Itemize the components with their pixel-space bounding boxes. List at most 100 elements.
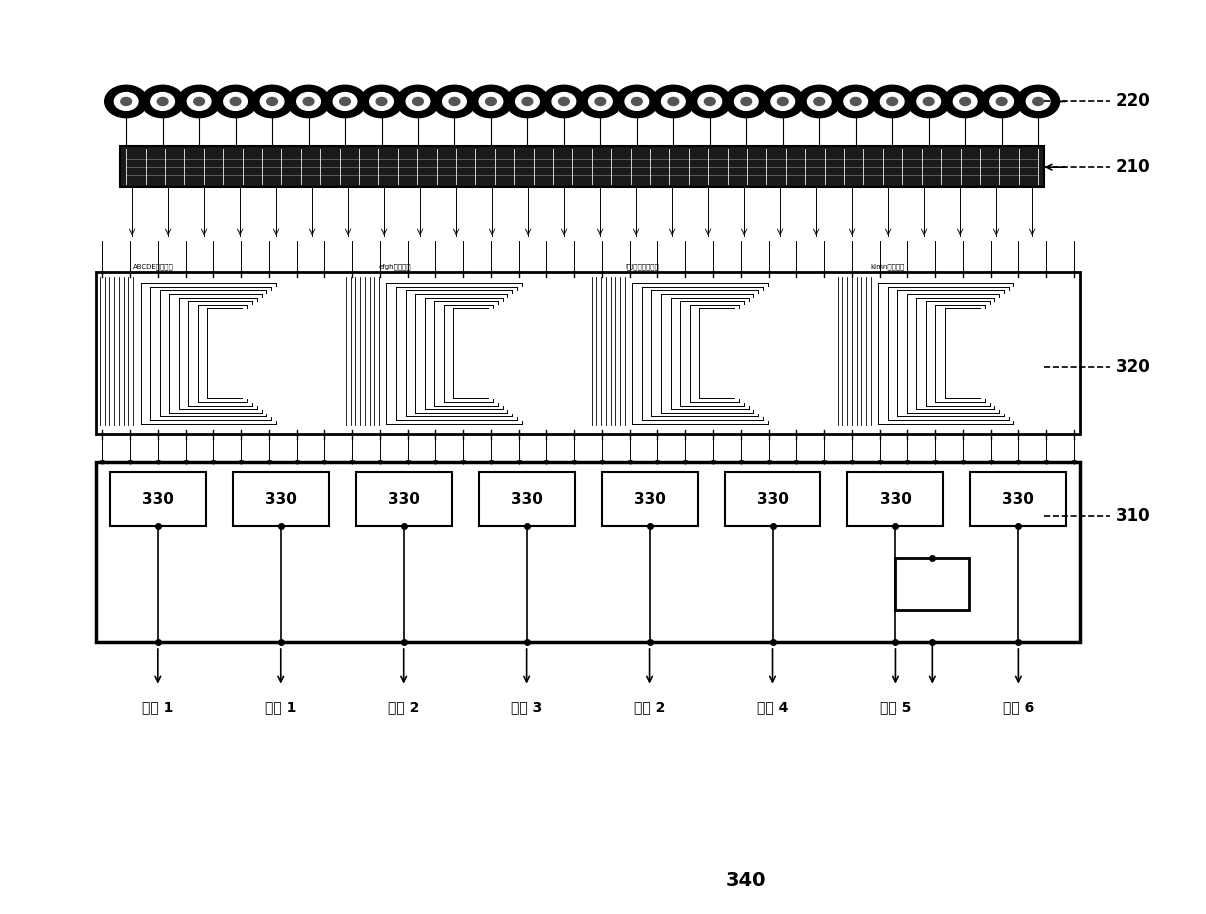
- Text: 接收 2: 接收 2: [388, 700, 420, 714]
- Circle shape: [1017, 85, 1060, 118]
- Circle shape: [333, 92, 357, 111]
- Circle shape: [323, 85, 367, 118]
- Circle shape: [287, 85, 330, 118]
- Circle shape: [954, 92, 977, 111]
- Text: 330: 330: [756, 492, 789, 506]
- Circle shape: [924, 98, 935, 105]
- Circle shape: [151, 92, 175, 111]
- Circle shape: [886, 98, 897, 105]
- Circle shape: [835, 85, 877, 118]
- Bar: [971, 473, 1066, 526]
- Bar: [110, 473, 206, 526]
- Circle shape: [303, 98, 314, 105]
- Circle shape: [771, 92, 795, 111]
- Bar: [479, 473, 574, 526]
- Circle shape: [734, 92, 759, 111]
- Circle shape: [121, 98, 131, 105]
- Text: 接收 1: 接收 1: [265, 700, 297, 714]
- Text: 330: 330: [1002, 492, 1035, 506]
- Bar: [725, 473, 820, 526]
- Circle shape: [808, 92, 831, 111]
- Circle shape: [778, 98, 789, 105]
- Circle shape: [698, 92, 721, 111]
- Circle shape: [297, 92, 321, 111]
- Text: 发送 2: 发送 2: [634, 700, 666, 714]
- Bar: [895, 558, 970, 610]
- Bar: [121, 146, 1044, 187]
- Circle shape: [990, 92, 1013, 111]
- Circle shape: [1026, 92, 1050, 111]
- Text: efgh接收线圈: efgh接收线圈: [379, 263, 411, 270]
- Circle shape: [187, 92, 211, 111]
- Circle shape: [615, 85, 658, 118]
- Circle shape: [157, 98, 168, 105]
- Text: klmn接收线圈: klmn接收线圈: [871, 263, 906, 270]
- Bar: [848, 473, 943, 526]
- Circle shape: [412, 98, 423, 105]
- Circle shape: [469, 85, 513, 118]
- Circle shape: [177, 85, 221, 118]
- Text: 接收 5: 接收 5: [879, 700, 911, 714]
- Circle shape: [652, 85, 695, 118]
- Circle shape: [917, 92, 941, 111]
- Circle shape: [552, 92, 575, 111]
- Circle shape: [844, 92, 867, 111]
- Text: 330: 330: [510, 492, 543, 506]
- Text: I、J发射接收线圈: I、J发射接收线圈: [625, 263, 658, 270]
- Text: 340: 340: [726, 870, 766, 889]
- Circle shape: [996, 98, 1007, 105]
- Circle shape: [689, 85, 731, 118]
- Circle shape: [516, 92, 539, 111]
- Bar: [233, 473, 329, 526]
- Circle shape: [340, 98, 351, 105]
- Text: 330: 330: [265, 492, 297, 506]
- Circle shape: [224, 92, 247, 111]
- Circle shape: [406, 92, 429, 111]
- Text: 330: 330: [879, 492, 912, 506]
- Circle shape: [1032, 98, 1043, 105]
- Text: 330: 330: [142, 492, 174, 506]
- Circle shape: [662, 92, 685, 111]
- Circle shape: [376, 98, 387, 105]
- Text: ABCDE接收线圈: ABCDE接收线圈: [133, 263, 174, 270]
- Circle shape: [370, 92, 393, 111]
- Circle shape: [215, 85, 257, 118]
- Circle shape: [230, 98, 241, 105]
- Text: 320: 320: [1116, 358, 1151, 376]
- Circle shape: [740, 98, 751, 105]
- Circle shape: [632, 98, 643, 105]
- Text: 310: 310: [1116, 506, 1151, 525]
- Circle shape: [704, 98, 715, 105]
- Circle shape: [595, 98, 605, 105]
- Text: 220: 220: [1116, 92, 1151, 111]
- Circle shape: [579, 85, 622, 118]
- Circle shape: [361, 85, 403, 118]
- Circle shape: [814, 98, 825, 105]
- Circle shape: [725, 85, 768, 118]
- Text: 330: 330: [388, 492, 420, 506]
- Text: 接收 6: 接收 6: [1002, 700, 1034, 714]
- Circle shape: [589, 92, 613, 111]
- Circle shape: [798, 85, 841, 118]
- Circle shape: [625, 92, 649, 111]
- Circle shape: [260, 92, 283, 111]
- Text: 210: 210: [1116, 158, 1151, 176]
- Text: 接收 3: 接收 3: [511, 700, 543, 714]
- Circle shape: [761, 85, 804, 118]
- Circle shape: [871, 85, 914, 118]
- Circle shape: [880, 92, 904, 111]
- Circle shape: [522, 98, 533, 105]
- Circle shape: [944, 85, 987, 118]
- Circle shape: [850, 98, 861, 105]
- Circle shape: [115, 92, 137, 111]
- Circle shape: [267, 98, 277, 105]
- Bar: [602, 473, 697, 526]
- Text: 330: 330: [633, 492, 666, 506]
- Bar: [96, 462, 1079, 642]
- Circle shape: [668, 98, 679, 105]
- Circle shape: [443, 92, 467, 111]
- Circle shape: [507, 85, 549, 118]
- Circle shape: [980, 85, 1023, 118]
- Circle shape: [479, 92, 503, 111]
- Bar: [96, 272, 1079, 434]
